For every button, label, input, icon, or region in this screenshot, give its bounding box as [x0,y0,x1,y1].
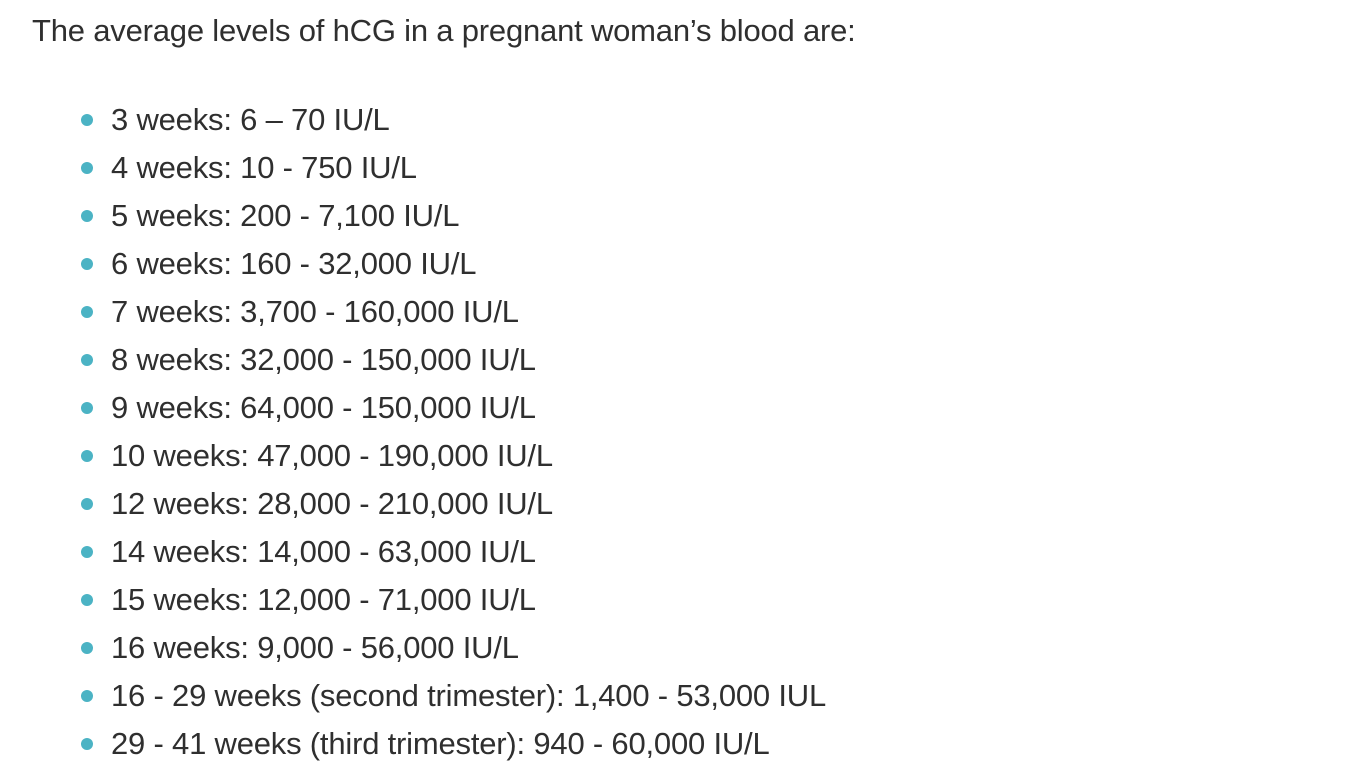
list-item: 29 - 41 weeks (third trimester): 940 - 6… [78,720,826,768]
bullet-icon [81,642,93,654]
bullet-icon [81,690,93,702]
list-item-text: 10 weeks: 47,000 - 190,000 IU/L [111,438,553,473]
bullet-icon [81,354,93,366]
bullet-icon [81,546,93,558]
list-item: 4 weeks: 10 - 750 IU/L [78,144,826,192]
list-item-text: 6 weeks: 160 - 32,000 IU/L [111,246,477,281]
article-body: The average levels of hCG in a pregnant … [32,0,1332,761]
list-item-text: 14 weeks: 14,000 - 63,000 IU/L [111,534,536,569]
bullet-icon [81,594,93,606]
list-item-text: 4 weeks: 10 - 750 IU/L [111,150,417,185]
list-item-text: 3 weeks: 6 – 70 IU/L [111,102,390,137]
list-item: 6 weeks: 160 - 32,000 IU/L [78,240,826,288]
list-item-text: 29 - 41 weeks (third trimester): 940 - 6… [111,726,770,761]
list-item-text: 5 weeks: 200 - 7,100 IU/L [111,198,460,233]
bullet-icon [81,162,93,174]
list-item-text: 16 weeks: 9,000 - 56,000 IU/L [111,630,519,665]
list-item: 16 - 29 weeks (second trimester): 1,400 … [78,672,826,720]
bullet-icon [81,210,93,222]
list-item: 8 weeks: 32,000 - 150,000 IU/L [78,336,826,384]
list-item-text: 12 weeks: 28,000 - 210,000 IU/L [111,486,553,521]
list-item: 15 weeks: 12,000 - 71,000 IU/L [78,576,826,624]
list-item: 14 weeks: 14,000 - 63,000 IU/L [78,528,826,576]
bullet-icon [81,738,93,750]
list-item-text: 15 weeks: 12,000 - 71,000 IU/L [111,582,536,617]
list-item: 16 weeks: 9,000 - 56,000 IU/L [78,624,826,672]
intro-paragraph: The average levels of hCG in a pregnant … [32,13,856,48]
list-item: 5 weeks: 200 - 7,100 IU/L [78,192,826,240]
bullet-icon [81,498,93,510]
bullet-icon [81,258,93,270]
list-item: 12 weeks: 28,000 - 210,000 IU/L [78,480,826,528]
list-item-text: 16 - 29 weeks (second trimester): 1,400 … [111,678,827,713]
list-item: 10 weeks: 47,000 - 190,000 IU/L [78,432,826,480]
bullet-icon [81,306,93,318]
list-item-text: 7 weeks: 3,700 - 160,000 IU/L [111,294,519,329]
hcg-levels-list: 3 weeks: 6 – 70 IU/L 4 weeks: 10 - 750 I… [78,96,826,768]
list-item-text: 9 weeks: 64,000 - 150,000 IU/L [111,390,536,425]
bullet-icon [81,114,93,126]
list-item: 7 weeks: 3,700 - 160,000 IU/L [78,288,826,336]
list-item-text: 8 weeks: 32,000 - 150,000 IU/L [111,342,536,377]
bullet-icon [81,450,93,462]
bullet-icon [81,402,93,414]
list-item: 3 weeks: 6 – 70 IU/L [78,96,826,144]
list-item: 9 weeks: 64,000 - 150,000 IU/L [78,384,826,432]
